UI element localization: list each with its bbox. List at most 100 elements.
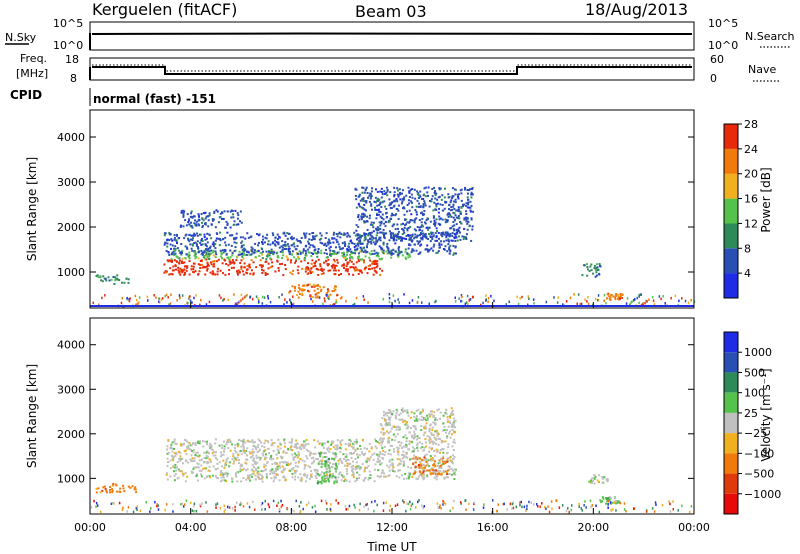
data-cell <box>422 471 425 474</box>
data-cell <box>375 234 378 237</box>
data-cell <box>466 228 469 231</box>
data-cell <box>241 254 244 257</box>
data-cell <box>233 241 236 244</box>
data-cell <box>171 457 174 460</box>
data-cell <box>422 418 425 421</box>
data-cell <box>392 294 395 297</box>
data-cell <box>95 505 97 508</box>
data-cell <box>357 203 360 206</box>
data-cell <box>219 231 222 234</box>
data-cell <box>191 471 194 474</box>
data-cell <box>249 266 252 269</box>
data-cell <box>414 435 417 438</box>
data-cell <box>179 444 182 447</box>
data-cell <box>214 256 217 259</box>
data-cell <box>420 504 423 507</box>
data-cell <box>633 507 635 510</box>
data-cell <box>410 213 413 216</box>
data-cell <box>300 443 303 446</box>
data-cell <box>419 190 422 193</box>
data-cell <box>205 251 208 254</box>
data-cell <box>314 296 317 299</box>
data-cell <box>308 283 311 286</box>
data-cell <box>274 239 276 242</box>
data-cell <box>184 449 187 452</box>
data-cell <box>340 247 343 250</box>
data-cell <box>403 237 406 240</box>
data-cell <box>232 455 235 458</box>
data-cell <box>434 194 437 197</box>
data-cell <box>239 470 242 473</box>
data-cell <box>395 408 398 411</box>
data-cell <box>608 498 611 501</box>
data-cell <box>345 455 348 458</box>
data-cell <box>173 470 175 473</box>
data-cell <box>401 192 403 195</box>
data-cell <box>623 508 626 511</box>
data-cell <box>416 444 419 447</box>
data-cell <box>434 221 437 224</box>
data-cell <box>381 200 384 203</box>
data-cell <box>183 450 186 453</box>
data-cell <box>442 248 445 250</box>
data-cell <box>358 236 361 239</box>
data-cell <box>251 454 254 457</box>
data-cell <box>193 509 195 513</box>
data-cell <box>332 250 334 253</box>
data-cell <box>313 238 316 241</box>
data-cell <box>463 227 466 230</box>
data-cell <box>337 501 339 505</box>
data-cell <box>183 261 186 264</box>
data-cell <box>545 507 547 510</box>
data-cell <box>421 410 424 413</box>
data-cell <box>470 196 473 199</box>
data-cell <box>180 253 183 256</box>
data-cell <box>178 294 181 297</box>
data-cell <box>307 242 310 245</box>
data-cell <box>306 248 309 251</box>
data-cell <box>344 255 347 258</box>
data-cell <box>166 478 169 481</box>
data-cell <box>318 238 321 241</box>
data-cell <box>113 502 115 505</box>
data-cell <box>392 433 395 436</box>
data-cell <box>297 256 299 258</box>
data-cell <box>452 422 455 425</box>
data-cell <box>409 234 412 237</box>
data-cell <box>190 444 193 447</box>
data-cell <box>428 450 431 453</box>
data-cell <box>186 265 189 268</box>
data-cell <box>433 201 436 204</box>
data-cell <box>403 196 406 199</box>
data-cell <box>231 254 234 257</box>
data-cell <box>208 458 211 461</box>
power-ylabel: Slant Range [km] <box>25 157 39 261</box>
data-cell <box>211 452 214 454</box>
data-cell <box>330 443 333 446</box>
data-cell <box>419 234 421 236</box>
data-cell <box>388 460 391 463</box>
data-cell <box>379 438 382 441</box>
data-cell <box>521 505 523 509</box>
data-cell <box>229 440 232 443</box>
data-cell <box>92 301 94 305</box>
data-cell <box>405 443 407 446</box>
data-cell <box>223 504 226 508</box>
data-cell <box>301 288 304 291</box>
data-cell <box>408 190 411 192</box>
data-cell <box>417 408 420 411</box>
data-cell <box>242 442 245 445</box>
data-cell <box>451 197 454 200</box>
data-cell <box>455 209 458 212</box>
colorbar-segment <box>724 198 738 224</box>
data-cell <box>227 243 230 246</box>
data-cell <box>409 458 411 461</box>
data-cell <box>291 468 294 471</box>
data-cell <box>417 437 420 439</box>
data-cell <box>356 447 359 450</box>
data-cell <box>406 427 409 430</box>
data-cell <box>195 451 198 454</box>
data-cell <box>195 243 198 246</box>
data-cell <box>216 467 219 470</box>
data-cell <box>220 453 223 456</box>
